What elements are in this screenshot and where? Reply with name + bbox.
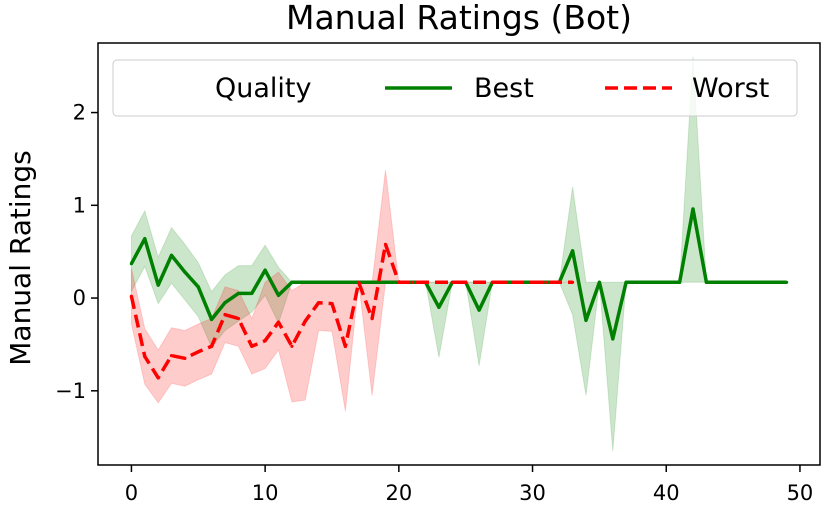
data-point-best: [343, 280, 347, 284]
data-point-worst: [223, 313, 227, 317]
plot-area: [129, 56, 789, 452]
data-point-worst: [437, 280, 441, 284]
plot-frame: [97, 42, 821, 466]
axis-ticks: 0 10 20 30 40 50 −1 0 1 2: [55, 101, 813, 505]
data-point-best: [383, 280, 388, 284]
data-point-best: [129, 262, 133, 266]
data-point-worst: [183, 356, 187, 360]
data-point-best: [571, 249, 575, 253]
data-point-worst: [530, 280, 535, 284]
data-point-best: [303, 280, 307, 284]
data-point-worst: [571, 280, 575, 284]
data-point-worst: [383, 242, 388, 246]
data-point-worst: [196, 350, 200, 354]
data-point-best: [276, 293, 281, 297]
y-tick-label: 0: [73, 286, 86, 310]
data-point-best: [290, 280, 294, 284]
x-tick-label: 40: [653, 481, 680, 505]
data-point-best: [210, 317, 214, 321]
data-point-worst: [330, 302, 334, 306]
data-point-worst: [169, 354, 174, 358]
data-point-worst: [490, 280, 494, 284]
legend-box: [112, 59, 798, 117]
data-point-best: [169, 253, 174, 257]
legend-label-best: Best: [474, 73, 534, 104]
data-point-best: [250, 291, 254, 295]
data-point-best: [718, 280, 722, 284]
data-point-best: [771, 280, 775, 284]
data-point-worst: [410, 280, 414, 284]
legend-title: Quality: [215, 73, 311, 104]
y-tick-label: 2: [73, 101, 86, 125]
x-tick-label: 20: [385, 481, 412, 505]
data-point-best: [597, 280, 602, 284]
data-point-worst: [156, 376, 160, 380]
data-point-best: [183, 270, 187, 274]
y-tick-label: 1: [73, 193, 86, 217]
data-point-best: [223, 301, 227, 305]
legend-label-worst: Worst: [692, 73, 769, 104]
data-point-best: [744, 280, 749, 284]
data-point-best: [196, 285, 200, 289]
data-point-worst: [464, 280, 468, 284]
data-point-worst: [544, 280, 548, 284]
legend: Quality Best Worst: [112, 59, 798, 117]
data-point-worst: [250, 344, 254, 348]
data-point-worst: [143, 354, 147, 359]
data-point-best: [263, 268, 267, 272]
data-point-worst: [517, 280, 521, 284]
data-point-worst: [276, 320, 281, 324]
data-point-worst: [317, 301, 321, 305]
data-point-best: [691, 207, 695, 211]
y-axis-label: Manual Ratings: [4, 150, 37, 366]
data-point-best: [143, 237, 147, 241]
data-point-best: [664, 280, 668, 284]
data-point-worst: [290, 344, 294, 348]
data-point-worst: [263, 339, 267, 343]
data-point-worst: [557, 280, 561, 284]
data-point-worst: [504, 280, 508, 284]
data-point-best: [704, 280, 709, 284]
x-tick-label: 10: [252, 481, 279, 505]
data-point-worst: [357, 280, 361, 284]
series-line-worst: [129, 242, 573, 380]
x-tick-label: 0: [125, 481, 138, 505]
data-point-best: [584, 318, 588, 322]
data-point-best: [437, 305, 441, 309]
data-point-worst: [303, 319, 307, 323]
data-point-worst: [397, 280, 401, 284]
data-point-worst: [370, 316, 374, 321]
data-point-worst: [424, 280, 428, 284]
data-point-worst: [210, 344, 214, 348]
data-point-best: [637, 280, 642, 284]
data-point-worst: [129, 294, 133, 298]
data-point-best: [731, 280, 735, 284]
data-point-best: [758, 280, 762, 284]
y-tick-label: −1: [55, 379, 86, 403]
data-point-best: [611, 337, 615, 341]
data-point-best: [156, 283, 160, 287]
data-point-worst: [477, 280, 481, 284]
data-point-best: [236, 291, 240, 295]
data-point-best: [477, 308, 481, 312]
data-point-best: [330, 280, 334, 284]
data-point-best: [370, 280, 374, 284]
x-tick-label: 30: [519, 481, 546, 505]
chart-title: Manual Ratings (Bot): [286, 0, 632, 37]
data-point-worst: [343, 344, 347, 348]
data-point-worst: [450, 280, 454, 284]
data-point-best: [678, 280, 682, 284]
data-point-best: [624, 280, 628, 284]
x-tick-label: 50: [787, 481, 814, 505]
data-point-worst: [236, 316, 240, 321]
data-point-best: [317, 280, 321, 284]
data-point-best: [785, 280, 789, 284]
confidence-band-worst: [130, 170, 573, 412]
data-point-best: [651, 280, 655, 284]
